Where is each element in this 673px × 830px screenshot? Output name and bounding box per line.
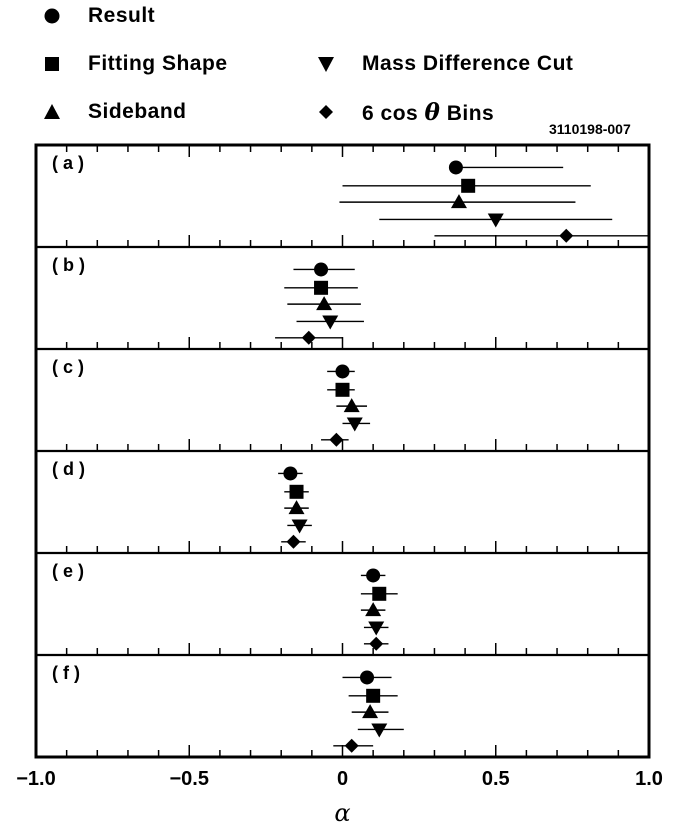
- marker-cos-theta-diamond: [329, 432, 344, 447]
- marker-cos-theta-diamond: [369, 636, 384, 651]
- x-tick-label: −0.5: [170, 768, 209, 790]
- circle-icon: [44, 8, 60, 24]
- marker-mass-cut-triangle-down: [368, 621, 385, 636]
- panel-label: ( c ): [52, 357, 84, 377]
- x-axis-title: α: [334, 799, 350, 827]
- panel-label: ( f ): [52, 663, 80, 683]
- marker-cos-theta-diamond: [559, 228, 574, 243]
- triangle-up-icon: [44, 104, 60, 119]
- marker-cos-theta-diamond: [286, 534, 301, 549]
- legend-label-cos: 6 cos: [362, 101, 419, 125]
- square-icon: [45, 57, 59, 71]
- marker-result-circle: [314, 262, 329, 277]
- marker-fitting-shape-square: [314, 280, 329, 295]
- marker-fitting-shape-square: [461, 178, 476, 193]
- marker-mass-cut-triangle-down: [487, 213, 504, 228]
- legend-item-sideband: Sideband: [38, 97, 187, 127]
- marker-mass-cut-triangle-down: [371, 723, 388, 738]
- marker-fitting-shape-square: [372, 586, 387, 601]
- x-tick-label: 0.5: [482, 768, 510, 790]
- marker-result-circle: [283, 466, 298, 481]
- panel-label: ( b ): [52, 255, 85, 275]
- plot-frame: [34, 143, 651, 759]
- marker-sideband-triangle: [288, 500, 305, 515]
- marker-sideband-triangle: [343, 398, 360, 413]
- legend-item-result: Result: [38, 1, 155, 31]
- marker-fitting-shape-square: [335, 382, 350, 397]
- marker-mass-cut-triangle-down: [322, 315, 339, 330]
- figure-code: 3110198-007: [549, 121, 631, 137]
- marker-sideband-triangle: [365, 602, 382, 617]
- legend-label-fitting-shape: Fitting Shape: [88, 52, 228, 75]
- marker-result-circle: [335, 364, 350, 379]
- panel-label: ( e ): [52, 561, 84, 581]
- legend-item-cos-theta-bins: 6 cos θ Bins: [312, 97, 494, 127]
- panel-label: ( d ): [52, 459, 85, 479]
- marker-fitting-shape-square: [289, 484, 304, 499]
- legend-label-result: Result: [88, 4, 156, 27]
- legend-label-theta: θ: [424, 98, 441, 126]
- legend-item-fitting-shape: Fitting Shape: [38, 49, 228, 79]
- marker-sideband-triangle: [362, 704, 379, 719]
- x-tick-label: −1.0: [16, 768, 55, 790]
- triangle-down-icon: [318, 57, 334, 72]
- marker-mass-cut-triangle-down: [291, 519, 308, 534]
- x-tick-label: 1.0: [635, 768, 663, 790]
- legend-label-cos-theta-bins: 6 cos θ Bins: [362, 99, 494, 126]
- marker-fitting-shape-square: [366, 688, 381, 703]
- legend-label-mass-difference-cut: Mass Difference Cut: [362, 52, 574, 75]
- marker-cos-theta-diamond: [344, 738, 359, 753]
- marker-result-circle: [448, 160, 463, 175]
- panel-label: ( a ): [52, 153, 84, 173]
- marker-sideband-triangle: [316, 296, 333, 311]
- marker-result-circle: [366, 568, 381, 583]
- marker-mass-cut-triangle-down: [346, 417, 363, 432]
- marker-cos-theta-diamond: [301, 330, 316, 345]
- marker-result-circle: [360, 670, 375, 685]
- legend-item-mass-difference-cut: Mass Difference Cut: [312, 49, 573, 79]
- legend-label-sideband: Sideband: [88, 100, 187, 123]
- legend-label-bins: Bins: [440, 101, 495, 125]
- diamond-icon: [319, 105, 333, 119]
- marker-sideband-triangle: [450, 194, 467, 209]
- legend: Result Fitting Shape Sideband Mass Diffe…: [0, 0, 673, 150]
- x-tick-label: 0: [337, 768, 348, 790]
